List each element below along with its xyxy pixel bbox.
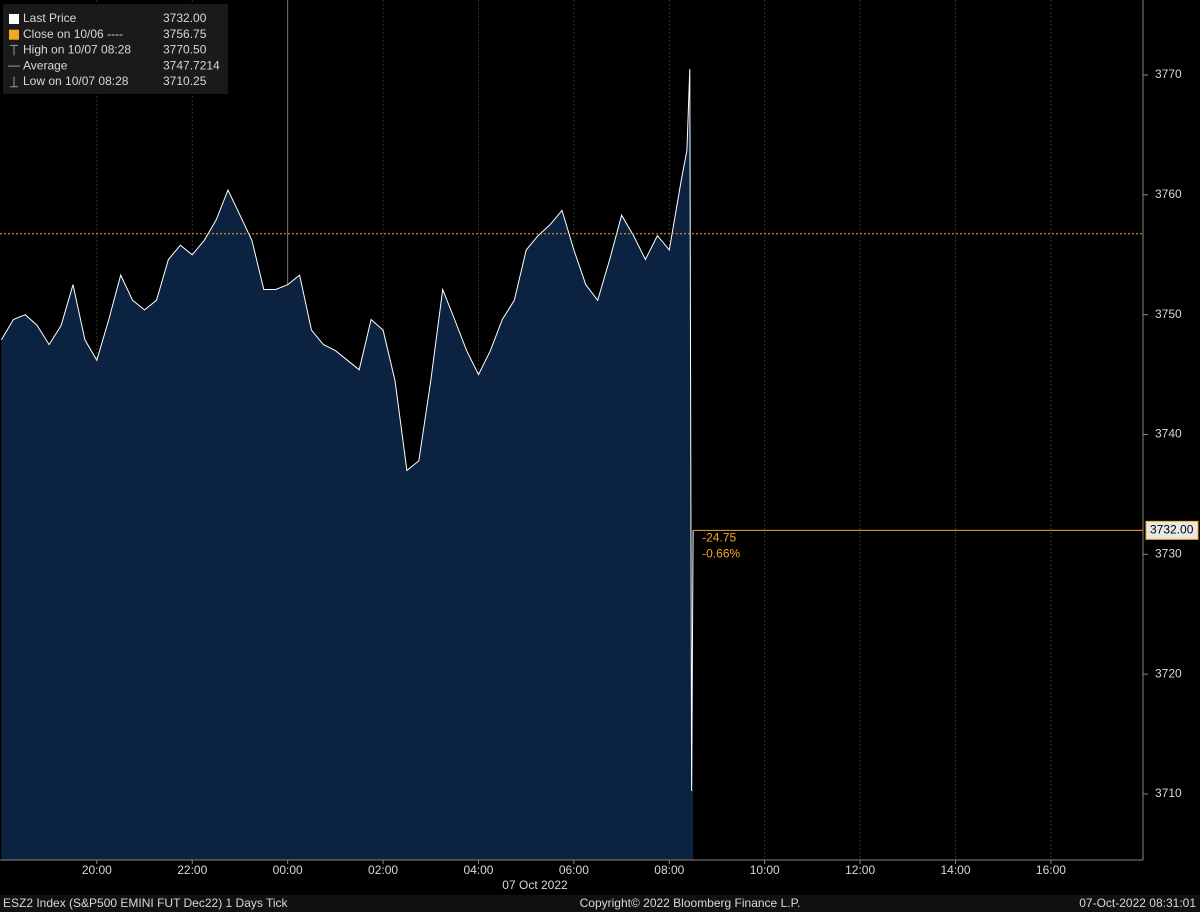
legend-value: 3747.7214 — [163, 58, 220, 72]
legend-box — [3, 4, 228, 94]
legend-value: 3756.75 — [163, 27, 207, 41]
x-tick-label: 14:00 — [941, 863, 971, 877]
legend-label: Last Price — [23, 11, 77, 25]
change-pct-label: -0.66% — [702, 547, 740, 561]
footer-bar — [0, 895, 1200, 912]
y-tick-label: 3720 — [1155, 666, 1182, 680]
legend-label: Close on 10/06 ---- — [23, 27, 123, 41]
legend-label: Average — [23, 58, 68, 72]
y-tick-label: 3710 — [1155, 786, 1182, 800]
last-price-box — [1145, 520, 1199, 540]
x-tick-label: 08:00 — [654, 863, 684, 877]
price-line — [0, 68, 694, 792]
legend-swatch — [9, 29, 19, 40]
y-tick-label: 3740 — [1155, 427, 1182, 441]
x-tick-label: 20:00 — [82, 863, 112, 877]
x-tick-label: 00:00 — [273, 863, 303, 877]
legend-value: 3710.25 — [163, 74, 207, 88]
footer-center: Copyright© 2022 Bloomberg Finance L.P. — [580, 896, 801, 910]
x-tick-label: 02:00 — [368, 863, 398, 877]
y-tick-label: 3760 — [1155, 187, 1182, 201]
legend-swatch — [9, 14, 19, 24]
last-price-label: 3732.00 — [1150, 523, 1194, 537]
x-tick-label: 16:00 — [1036, 863, 1066, 877]
legend-label: High on 10/07 08:28 — [23, 43, 131, 57]
footer-right: 07-Oct-2022 08:31:01 — [1079, 896, 1196, 910]
y-tick-label: 3730 — [1155, 546, 1182, 560]
legend-value: 3732.00 — [163, 11, 207, 25]
legend-swatch — [10, 76, 18, 88]
plot-area — [0, 0, 1052, 860]
x-tick-label: 10:00 — [750, 863, 780, 877]
footer-left: ESZ2 Index (S&P500 EMINI FUT Dec22) 1 Da… — [3, 896, 289, 910]
y-tick-label: 3770 — [1155, 67, 1182, 81]
x-tick-label: 12:00 — [845, 863, 875, 877]
legend-value: 3770.50 — [163, 43, 207, 57]
x-tick-label: 04:00 — [463, 863, 493, 877]
change-label: -24.75 — [702, 531, 736, 545]
legend-label: Low on 10/07 08:28 — [23, 74, 129, 88]
legend-swatch — [10, 44, 18, 56]
x-tick-label: 06:00 — [559, 863, 589, 877]
x-tick-label: 22:00 — [177, 863, 207, 877]
y-tick-label: 3750 — [1155, 307, 1182, 321]
price-area — [1, 69, 694, 860]
x-axis-date: 07 Oct 2022 — [502, 878, 568, 892]
